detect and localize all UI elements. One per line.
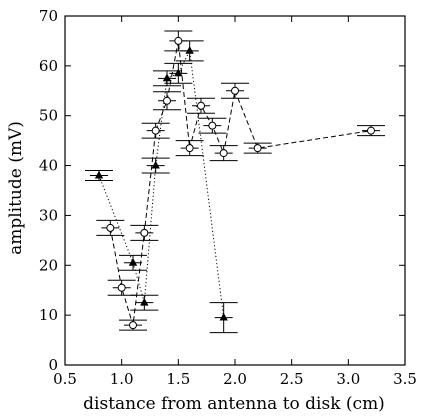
y-tick-label: 50 bbox=[39, 107, 58, 125]
data-point bbox=[219, 149, 228, 158]
data-point bbox=[185, 46, 194, 54]
data-point bbox=[106, 223, 115, 232]
axis-labels: distance from antenna to disk (cm) ampli… bbox=[6, 121, 385, 414]
y-tick-label: 30 bbox=[39, 206, 58, 224]
data-point bbox=[197, 101, 205, 110]
x-tick-label: 2.5 bbox=[280, 370, 304, 388]
data-point bbox=[128, 257, 138, 266]
data-point bbox=[231, 86, 239, 95]
plot-border bbox=[64, 15, 406, 366]
data-point bbox=[129, 321, 137, 330]
y-tick-label: 20 bbox=[39, 256, 58, 274]
x-axis-label: distance from antenna to disk (cm) bbox=[83, 394, 385, 414]
y-tick-label: 40 bbox=[39, 157, 58, 175]
data-point bbox=[151, 126, 160, 135]
y-tick-label: 10 bbox=[39, 306, 58, 324]
data-point bbox=[367, 126, 375, 135]
data-point bbox=[163, 96, 171, 105]
y-axis-label: amplitude (mV) bbox=[6, 121, 26, 255]
data-point bbox=[185, 144, 194, 153]
y-tick-label: 0 bbox=[48, 356, 58, 374]
data-point bbox=[208, 121, 217, 130]
y-tick-label: 70 bbox=[39, 7, 58, 25]
x-tick-label: 1.5 bbox=[166, 370, 190, 388]
x-tick-label: 0.5 bbox=[53, 370, 77, 388]
x-tick-label: 1.0 bbox=[110, 370, 134, 388]
x-tick-label: 3.5 bbox=[393, 370, 417, 388]
data-point bbox=[174, 68, 183, 77]
x-tick-label: 2.0 bbox=[223, 370, 247, 388]
data-point bbox=[253, 144, 262, 153]
x-tick-label: 3.0 bbox=[336, 370, 360, 388]
data-point bbox=[94, 170, 104, 179]
data-point bbox=[174, 36, 183, 45]
error-bars bbox=[85, 30, 385, 334]
data-point bbox=[151, 160, 160, 169]
data-point bbox=[117, 283, 126, 292]
data-point bbox=[140, 297, 149, 306]
data-point bbox=[140, 228, 149, 237]
axis-ticks: 0.5 1.0 1.5 2.0 2.5 3.0 3.5 0 10 20 30 40 50 60 70 bbox=[39, 7, 417, 388]
y-tick-label: 60 bbox=[39, 57, 58, 75]
plot-frame bbox=[64, 15, 406, 366]
data-point bbox=[162, 73, 172, 82]
series-2-line bbox=[98, 49, 225, 318]
data-markers bbox=[94, 36, 375, 330]
data-point bbox=[219, 312, 228, 321]
